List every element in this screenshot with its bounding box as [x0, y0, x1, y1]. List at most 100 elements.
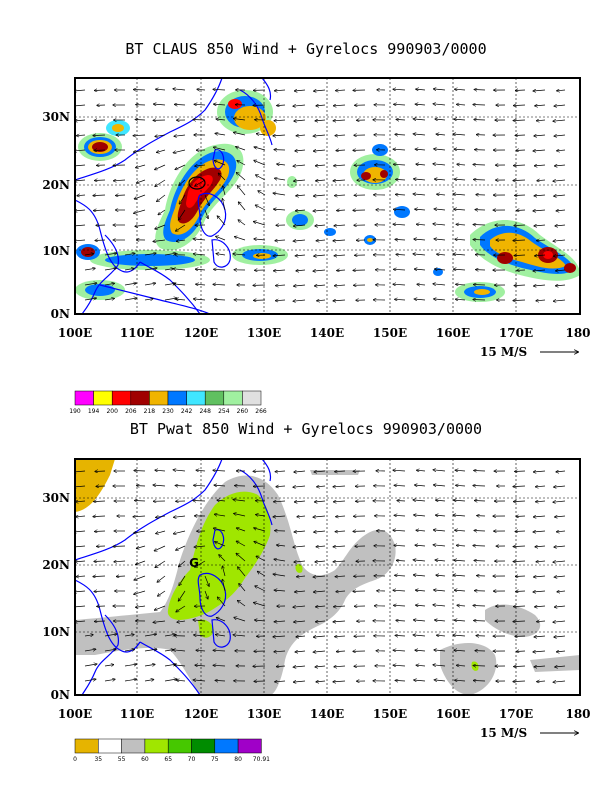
wind-vector — [396, 179, 406, 180]
wind-vector — [155, 164, 166, 170]
wind-vector — [473, 225, 486, 226]
wind-vector — [164, 634, 175, 636]
wind-vector — [437, 635, 446, 636]
colorbar-swatch — [144, 738, 169, 754]
wind-vector — [393, 149, 406, 150]
wind-vector — [534, 576, 546, 577]
wind-vector — [179, 575, 186, 585]
wind-vector — [333, 621, 346, 622]
wind-vector — [144, 299, 153, 300]
wind-vector — [277, 545, 286, 546]
wind-vector — [77, 195, 86, 196]
wind-vector — [434, 209, 446, 210]
wind-vector — [473, 165, 486, 166]
wind-vector — [75, 180, 86, 181]
cloud-blob-east — [433, 220, 580, 302]
wind-vector — [394, 104, 406, 105]
wind-vector — [415, 209, 426, 210]
wind-vector — [233, 119, 246, 121]
wind-vector — [173, 89, 186, 90]
wind-vector — [333, 300, 346, 301]
wind-vector — [296, 135, 306, 136]
colorbar-swatch — [186, 390, 206, 406]
colorbar-swatch — [149, 390, 169, 406]
wind-vector — [274, 120, 286, 121]
wind-vector — [273, 255, 286, 256]
wind-vector — [164, 679, 177, 682]
wind-vector — [217, 500, 226, 501]
wind-vector — [154, 545, 166, 551]
wind-vector — [215, 299, 226, 300]
wind-vector — [395, 134, 406, 135]
wind-vector — [333, 486, 346, 487]
wind-vector — [294, 621, 306, 622]
wind-vector — [534, 165, 546, 166]
wind-vector — [413, 254, 426, 255]
wind-vector — [294, 120, 306, 121]
wind-vector — [533, 471, 546, 472]
wind-vector — [293, 105, 306, 106]
wind-vector — [553, 501, 566, 502]
wind-vector — [273, 135, 286, 136]
wind-vector — [434, 650, 446, 651]
wind-vector — [104, 649, 116, 651]
wind-vector — [222, 199, 226, 211]
wind-vector — [456, 284, 466, 285]
panel-1-map: 30N 20N 10N 0N 100E 110E 120E 130E 140E … — [42, 77, 591, 415]
colorbar-label: 70.91 — [253, 756, 270, 763]
wind-vector — [219, 555, 226, 562]
wind-vector — [295, 651, 306, 652]
wind-vector — [455, 530, 466, 531]
wind-vector — [236, 553, 246, 562]
wind-vector — [555, 516, 566, 517]
wind-vector — [456, 545, 466, 546]
wind-vector — [174, 135, 186, 136]
wind-vector — [396, 620, 406, 621]
wind-vector — [196, 650, 206, 651]
wind-vector — [144, 680, 154, 682]
wind-vector — [433, 284, 446, 285]
wind-vector — [275, 471, 286, 472]
wind-vector — [213, 89, 226, 90]
wind-vector — [236, 173, 246, 181]
wind-vector — [275, 90, 286, 91]
cloud-blob-150e — [350, 144, 410, 218]
wind-vector — [153, 621, 166, 622]
wind-vector — [553, 240, 566, 241]
wind-vector — [414, 179, 426, 180]
x-tick-160e: 160E — [436, 326, 470, 340]
wind-vector — [84, 298, 96, 301]
wind-vector — [94, 120, 106, 121]
wind-vector — [473, 606, 486, 607]
wind-vector — [274, 270, 286, 271]
wind-vector — [333, 561, 346, 562]
wind-vector — [473, 666, 486, 667]
colorbar-label: 200 — [106, 408, 118, 415]
wind-vector — [215, 133, 226, 135]
wind-vector — [516, 651, 526, 652]
wind-vector — [457, 665, 466, 666]
wind-vector — [116, 576, 126, 577]
wind-vector — [513, 546, 526, 547]
wind-vector — [134, 194, 146, 199]
wind-vector — [555, 165, 566, 166]
wind-vector — [413, 119, 426, 120]
wind-vector — [457, 605, 466, 606]
wind-vector — [76, 516, 86, 517]
wind-vector — [173, 269, 186, 270]
wind-vector — [134, 209, 146, 213]
colorbar-swatch — [93, 390, 113, 406]
wind-vector — [316, 240, 326, 241]
wind-vector — [274, 501, 286, 502]
wind-vector — [334, 501, 346, 502]
wind-vector — [315, 285, 326, 286]
colorbar-label: 206 — [125, 408, 137, 415]
wind-vector — [455, 299, 466, 300]
wind-vector — [317, 486, 326, 487]
wind-vector — [313, 651, 326, 652]
wind-vector — [234, 617, 246, 622]
x-tick-180: 180 — [565, 707, 590, 721]
wind-vector — [116, 195, 126, 196]
wind-vector — [433, 605, 446, 606]
